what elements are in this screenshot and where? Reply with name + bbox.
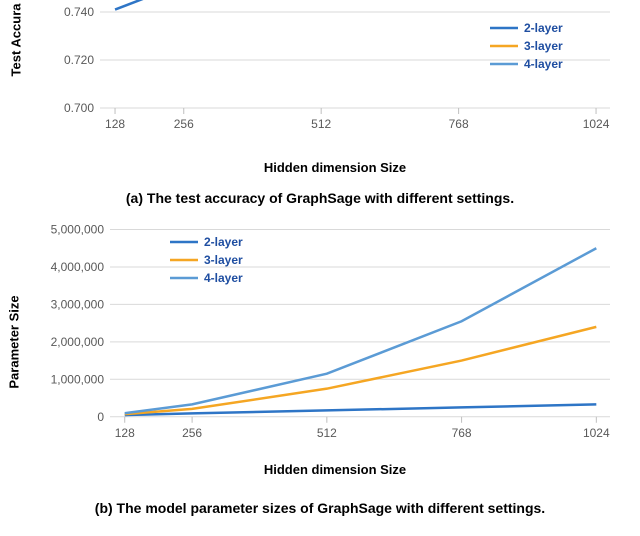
ylabel-b: Parameter Size: [7, 295, 22, 388]
xlabel-b: Hidden dimension Size: [30, 462, 640, 477]
svg-text:256: 256: [182, 426, 202, 440]
svg-text:1,000,000: 1,000,000: [51, 372, 105, 386]
svg-text:512: 512: [317, 426, 337, 440]
svg-text:2-layer: 2-layer: [524, 21, 563, 35]
svg-text:3,000,000: 3,000,000: [51, 297, 105, 311]
caption-a: (a) The test accuracy of GraphSage with …: [0, 190, 640, 206]
chart-accuracy: Test Accura 0.7000.7200.7400.76012825651…: [0, 0, 640, 180]
svg-text:256: 256: [174, 117, 194, 131]
svg-text:768: 768: [452, 426, 472, 440]
caption-b: (b) The model parameter sizes of GraphSa…: [0, 500, 640, 516]
xlabel-a: Hidden dimension Size: [30, 160, 640, 175]
svg-text:128: 128: [105, 117, 125, 131]
svg-text:4,000,000: 4,000,000: [51, 260, 105, 274]
ylabel-a: Test Accura: [9, 4, 24, 77]
chart-params: Parameter Size 0 1,000,000 2,000,000 3,000,…: [0, 212, 640, 492]
svg-text:1024: 1024: [583, 117, 610, 131]
svg-text:0.700: 0.700: [64, 101, 94, 115]
chart-a-svg: 0.7000.7200.7400.76012825651276810242-la…: [30, 0, 630, 160]
svg-text:128: 128: [115, 426, 135, 440]
svg-text:5,000,000: 5,000,000: [51, 222, 105, 236]
svg-text:0: 0: [97, 410, 104, 424]
svg-text:0.720: 0.720: [64, 53, 94, 67]
svg-text:4-layer: 4-layer: [524, 57, 563, 71]
svg-text:1024: 1024: [583, 426, 610, 440]
svg-text:3-layer: 3-layer: [524, 39, 563, 53]
svg-text:512: 512: [311, 117, 331, 131]
svg-text:0.740: 0.740: [64, 5, 94, 19]
svg-text:3-layer: 3-layer: [204, 253, 243, 267]
svg-text:2-layer: 2-layer: [204, 235, 243, 249]
svg-text:768: 768: [449, 117, 469, 131]
svg-text:2,000,000: 2,000,000: [51, 335, 105, 349]
svg-text:4-layer: 4-layer: [204, 271, 243, 285]
chart-b-svg: 0 1,000,000 2,000,000 3,000,000 4,000,000 5,0…: [30, 212, 630, 462]
